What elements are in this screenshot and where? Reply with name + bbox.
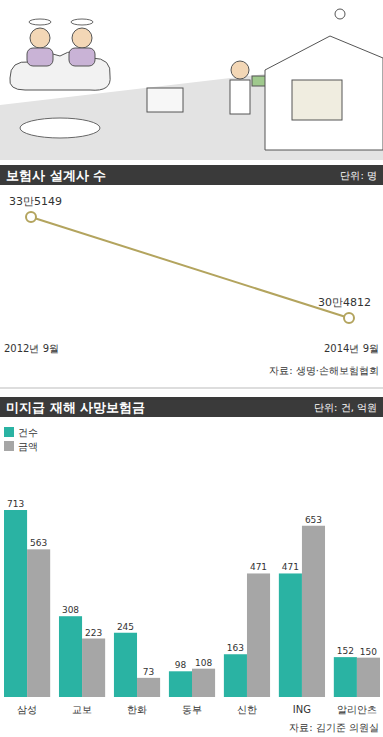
data-label: 108	[195, 658, 212, 668]
bar	[114, 633, 137, 697]
house	[265, 36, 383, 150]
bar	[279, 573, 302, 697]
data-label: 98	[175, 660, 187, 670]
data-label: 30만4812	[318, 296, 371, 309]
data-label: 653	[305, 515, 322, 525]
bar	[137, 678, 160, 697]
data-label: 152	[337, 646, 354, 656]
bar	[82, 639, 105, 697]
legend-label: 건수	[18, 427, 38, 438]
bar	[192, 669, 215, 697]
data-label: 33만5149	[9, 195, 62, 208]
bar	[4, 510, 27, 697]
man-body	[230, 80, 250, 114]
point	[26, 212, 36, 222]
bar	[169, 671, 192, 697]
header-bar	[0, 397, 383, 417]
legend: 건수금액	[4, 427, 38, 452]
angel-body	[27, 48, 53, 66]
chart-title: 미지급 재해 사망보험금	[6, 400, 145, 415]
legend-swatch	[4, 441, 14, 451]
window	[292, 80, 342, 120]
illustration-bg	[0, 0, 383, 160]
chart-subtitle: 단위: 건, 억원	[314, 402, 377, 413]
data-label: 308	[62, 605, 79, 615]
chart-subtitle: 단위: 명	[340, 170, 377, 181]
tick-label: 신한	[237, 704, 257, 715]
building	[147, 88, 183, 112]
data-label: 163	[227, 643, 244, 653]
bar	[224, 654, 247, 697]
data-label: 73	[143, 667, 154, 677]
point	[344, 313, 354, 323]
bar	[302, 526, 325, 697]
data-label: 150	[360, 647, 377, 657]
tick-label: 동부	[182, 704, 202, 715]
tick-label: 삼성	[17, 704, 37, 715]
data-label: 563	[30, 538, 47, 548]
legend-label: 금액	[18, 441, 38, 452]
tick-label: 알리안츠	[337, 704, 377, 715]
tick-label: ING	[293, 704, 311, 715]
illustration	[0, 0, 383, 160]
bar	[334, 657, 357, 697]
legend-swatch	[4, 427, 14, 437]
bar	[247, 573, 270, 697]
tick-label: 한화	[127, 704, 147, 715]
data-label: 223	[85, 628, 102, 638]
tick-label: 교보	[72, 704, 92, 715]
line	[31, 217, 349, 318]
halo	[29, 19, 51, 25]
halo	[71, 19, 93, 25]
data-label: 713	[7, 499, 24, 509]
hole	[20, 118, 100, 138]
tick-label: 2014년 9월	[324, 343, 379, 354]
header-bar	[0, 165, 383, 185]
plot-area	[26, 212, 354, 323]
bar	[27, 549, 50, 697]
sun	[335, 9, 345, 19]
data-label: 471	[282, 562, 299, 572]
separator	[0, 388, 383, 389]
source: 자료: 생명·손해보험협회	[269, 365, 379, 376]
man-head	[231, 61, 249, 79]
chart-title: 보험사 설계사 수	[6, 168, 106, 183]
data-label: 245	[117, 622, 134, 632]
data-label: 471	[250, 562, 267, 572]
tick-label: 2012년 9월	[4, 343, 59, 354]
page: 보험사 설계사 수 단위: 명 33만5149 30만4812 2012년 9월 2014…	[0, 0, 383, 737]
angel-body	[69, 48, 95, 66]
angel-head	[30, 28, 50, 48]
angel-head	[72, 28, 92, 48]
bar	[59, 616, 82, 697]
plot-area	[4, 510, 380, 697]
source: 자료: 김기준 의원실	[289, 722, 379, 733]
bar	[357, 658, 380, 697]
